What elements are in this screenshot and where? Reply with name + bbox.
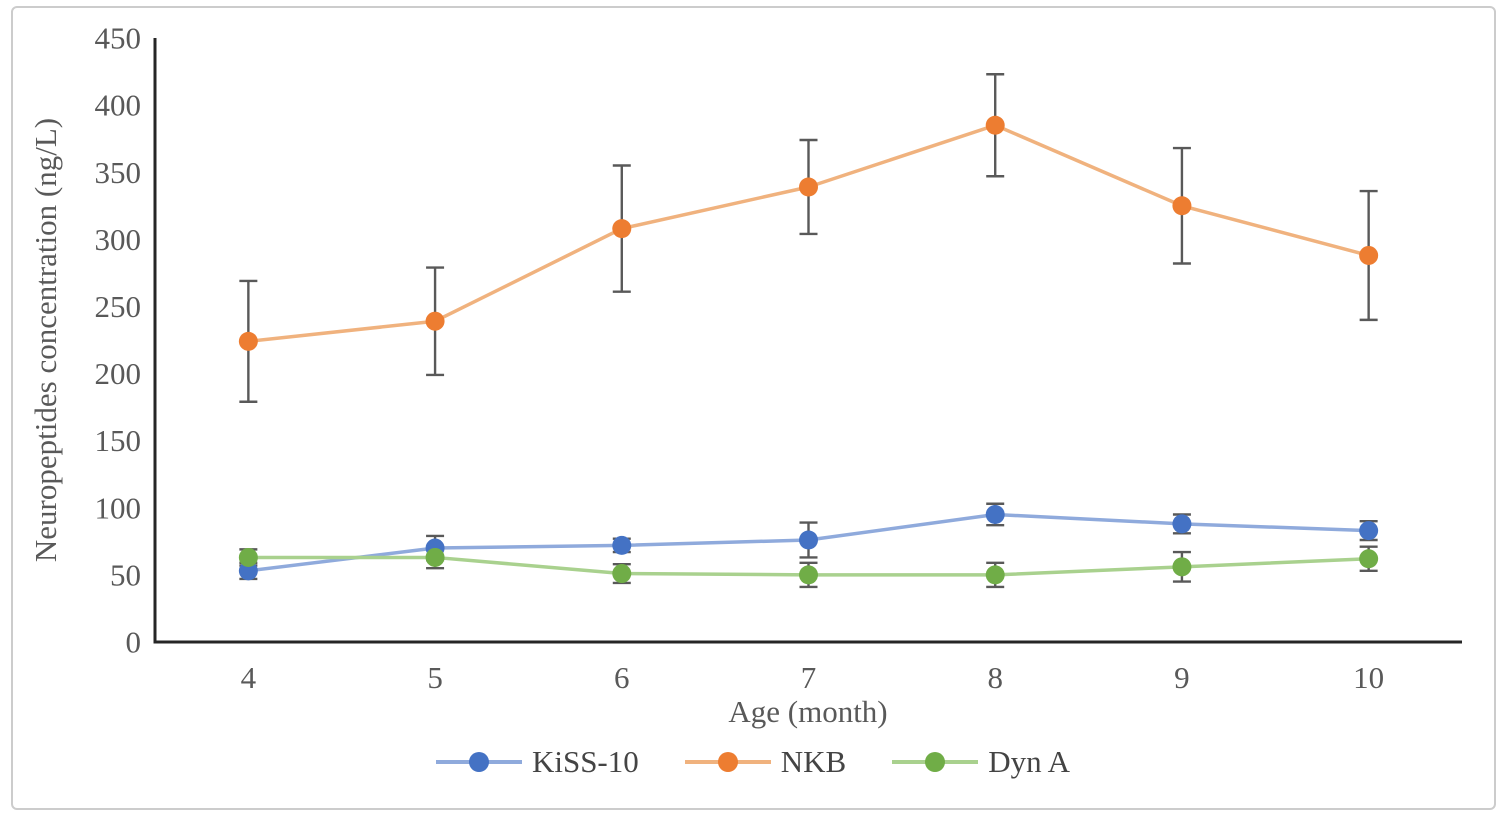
- data-point-marker: [1172, 557, 1192, 577]
- data-point-marker: [985, 115, 1005, 135]
- x-tick-label: 9: [1174, 660, 1190, 695]
- y-tick-label: 150: [95, 423, 142, 458]
- legend-marker-icon: [435, 751, 522, 772]
- x-tick-label: 6: [614, 660, 630, 695]
- legend-marker: [925, 751, 946, 772]
- data-point-marker: [1359, 549, 1379, 569]
- y-tick-label: 50: [110, 557, 141, 592]
- x-tick-label: 5: [427, 660, 443, 695]
- legend-marker: [468, 751, 489, 772]
- y-tick-label: 350: [95, 155, 142, 190]
- data-point-marker: [985, 565, 1005, 585]
- data-point-marker: [238, 547, 258, 567]
- legend-marker-icon: [684, 751, 771, 772]
- legend-marker: [717, 751, 738, 772]
- y-tick-label: 250: [95, 289, 142, 324]
- data-point-marker: [612, 564, 632, 584]
- data-point-marker: [1172, 196, 1192, 216]
- data-point-marker: [612, 535, 632, 555]
- data-point-marker: [425, 547, 445, 567]
- data-point-marker: [799, 530, 818, 550]
- legend-label: Dyn A: [988, 744, 1071, 779]
- data-point-marker: [1172, 514, 1192, 534]
- data-point-marker: [238, 331, 258, 351]
- y-tick-label: 200: [95, 356, 142, 391]
- y-axis-title: Neuropeptides concentration (ng/L): [28, 117, 63, 563]
- x-tick-label: 4: [241, 660, 257, 695]
- legend-marker-icon: [892, 751, 979, 772]
- legend-item-nkb: NKB: [684, 744, 847, 779]
- y-tick-label: 0: [126, 625, 142, 660]
- x-axis-title: Age (month): [728, 694, 888, 729]
- y-tick-label: 100: [95, 490, 142, 525]
- legend-label: KiSS-10: [531, 744, 639, 779]
- data-point-marker: [1359, 521, 1379, 541]
- x-tick-label: 10: [1353, 660, 1384, 695]
- legend-label: NKB: [780, 744, 847, 779]
- x-tick-label: 7: [801, 660, 817, 695]
- legend-item-dyn-a: Dyn A: [892, 746, 1070, 777]
- legend: KiSS-10 NKB Dyn A: [0, 746, 1506, 777]
- y-tick-label: 450: [95, 21, 142, 56]
- data-point-marker: [425, 311, 445, 331]
- data-point-marker: [799, 565, 818, 585]
- data-point-marker: [799, 177, 818, 197]
- x-tick-label: 8: [987, 660, 1003, 695]
- data-point-marker: [985, 504, 1005, 524]
- data-point-marker: [1359, 245, 1379, 265]
- data-point-marker: [612, 219, 632, 239]
- y-tick-label: 400: [95, 88, 142, 123]
- y-tick-label: 300: [95, 222, 142, 257]
- legend-item-kiss-10: KiSS-10: [435, 744, 639, 779]
- data-point-marker: [238, 561, 258, 581]
